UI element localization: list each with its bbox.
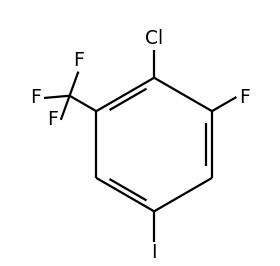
- Text: F: F: [47, 110, 58, 129]
- Text: Cl: Cl: [145, 29, 163, 48]
- Text: F: F: [239, 88, 250, 106]
- Text: I: I: [151, 243, 157, 263]
- Text: F: F: [31, 89, 41, 107]
- Text: F: F: [73, 51, 84, 70]
